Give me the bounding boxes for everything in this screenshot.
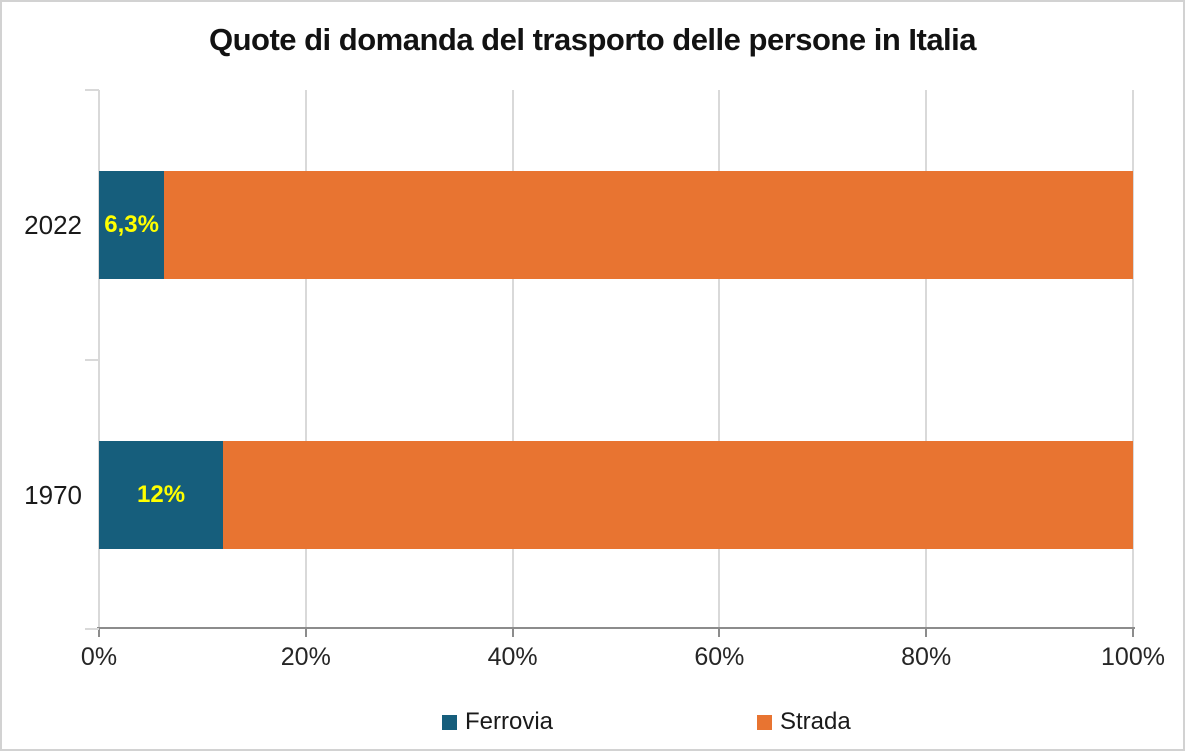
legend-item-ferrovia: Ferrovia <box>442 708 554 735</box>
legend-swatch-ferrovia <box>442 714 457 730</box>
x-axis-tick-label: 20% <box>280 643 331 671</box>
x-axis-tick <box>511 629 514 637</box>
gridline <box>98 90 100 629</box>
plot-area: 6,3% 12% <box>85 89 1135 637</box>
bar-row-2022: 6,3% <box>99 171 1133 279</box>
bar-segment-ferrovia-2022: 6,3% <box>99 171 165 279</box>
bar-data-label: 12% <box>137 481 186 508</box>
x-axis-tick-label: 40% <box>487 643 538 671</box>
x-axis-tick-label: 60% <box>694 643 745 671</box>
x-axis-tick-label: 0% <box>80 643 118 671</box>
bar-row-1970: 12% <box>99 441 1133 549</box>
gridline <box>925 90 928 629</box>
legend-label: Strada <box>780 708 851 735</box>
bar-segment-strada-1970 <box>223 441 1133 549</box>
bar-segment-ferrovia-1970: 12% <box>99 441 224 549</box>
legend-swatch-strada <box>757 714 772 730</box>
legend-label: Ferrovia <box>465 708 554 735</box>
gridline <box>1132 90 1134 629</box>
gridline <box>511 90 514 629</box>
y-axis-category-label: 2022 <box>24 209 82 240</box>
y-axis-tick <box>85 628 99 630</box>
y-axis-category-label: 1970 <box>24 479 82 510</box>
y-axis-tick <box>85 359 99 361</box>
x-axis-tick <box>98 629 100 637</box>
gridline <box>718 90 721 629</box>
x-axis-tick <box>925 629 928 637</box>
x-axis-tick <box>304 629 307 637</box>
x-axis-tick-label: 100% <box>1101 643 1165 671</box>
bar-segment-strada-2022 <box>164 171 1133 279</box>
x-axis-tick-label: 80% <box>901 643 952 671</box>
chart-title: Quote di domanda del trasporto delle per… <box>208 22 977 57</box>
gridline <box>304 90 307 629</box>
y-axis-tick <box>85 89 99 91</box>
x-axis-tick <box>1132 629 1134 637</box>
legend-item-strada: Strada <box>757 708 851 735</box>
x-axis-tick <box>718 629 721 637</box>
bar-data-label: 6,3% <box>104 211 159 238</box>
x-axis-line <box>97 627 1135 629</box>
